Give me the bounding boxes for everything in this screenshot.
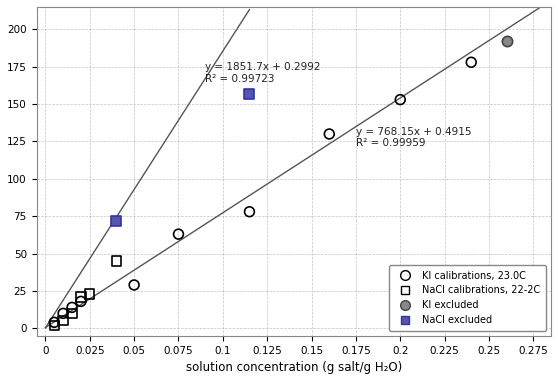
Point — [76, 298, 85, 304]
Point — [68, 310, 76, 316]
Point — [174, 231, 183, 237]
Point — [85, 291, 94, 297]
Point — [50, 322, 59, 328]
X-axis label: solution concentration (g salt/g H₂O): solution concentration (g salt/g H₂O) — [186, 361, 402, 374]
Text: y = 1851.7x + 0.2992
R² = 0.99723: y = 1851.7x + 0.2992 R² = 0.99723 — [205, 62, 321, 84]
Point — [466, 59, 475, 65]
Point — [502, 38, 511, 44]
Point — [59, 310, 68, 316]
Point — [245, 209, 254, 215]
Point — [50, 319, 59, 325]
Point — [68, 304, 76, 311]
Legend: KI calibrations, 23.0C, NaCl calibrations, 22-2C, KI excluded, NaCl excluded: KI calibrations, 23.0C, NaCl calibration… — [389, 265, 546, 331]
Text: y = 768.15x + 0.4915
R² = 0.99959: y = 768.15x + 0.4915 R² = 0.99959 — [356, 126, 472, 148]
Point — [59, 318, 68, 324]
Point — [112, 258, 121, 264]
Point — [112, 218, 121, 224]
Point — [129, 282, 138, 288]
Point — [76, 294, 85, 300]
Point — [325, 131, 334, 137]
Point — [245, 91, 254, 97]
Point — [396, 96, 405, 102]
